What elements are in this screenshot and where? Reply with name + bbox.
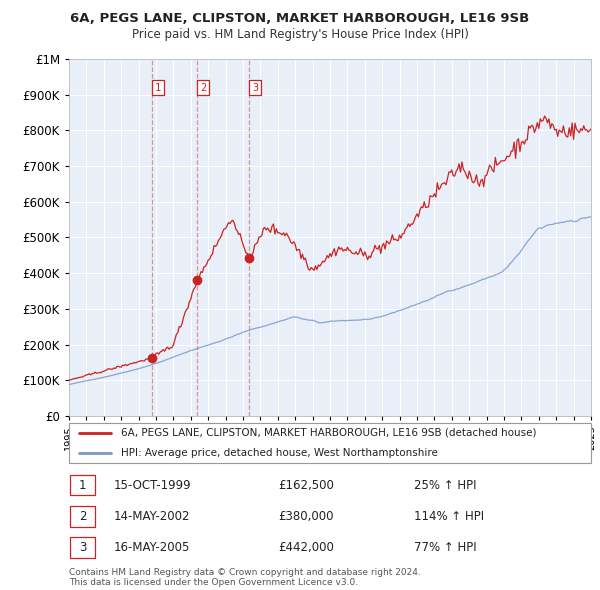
Text: £162,500: £162,500: [278, 478, 334, 491]
Text: 2: 2: [79, 510, 86, 523]
Text: 1: 1: [155, 83, 161, 93]
Text: 1: 1: [79, 478, 86, 491]
FancyBboxPatch shape: [70, 506, 95, 527]
Text: 6A, PEGS LANE, CLIPSTON, MARKET HARBOROUGH, LE16 9SB (detached house): 6A, PEGS LANE, CLIPSTON, MARKET HARBOROU…: [121, 428, 537, 438]
Text: Price paid vs. HM Land Registry's House Price Index (HPI): Price paid vs. HM Land Registry's House …: [131, 28, 469, 41]
Text: £442,000: £442,000: [278, 541, 334, 554]
Text: Contains HM Land Registry data © Crown copyright and database right 2024.: Contains HM Land Registry data © Crown c…: [69, 568, 421, 576]
Text: 16-MAY-2005: 16-MAY-2005: [113, 541, 190, 554]
Text: 15-OCT-1999: 15-OCT-1999: [113, 478, 191, 491]
Text: HPI: Average price, detached house, West Northamptonshire: HPI: Average price, detached house, West…: [121, 448, 438, 458]
FancyBboxPatch shape: [70, 475, 95, 496]
Text: 2: 2: [200, 83, 206, 93]
Text: 14-MAY-2002: 14-MAY-2002: [113, 510, 190, 523]
Text: 6A, PEGS LANE, CLIPSTON, MARKET HARBOROUGH, LE16 9SB: 6A, PEGS LANE, CLIPSTON, MARKET HARBOROU…: [70, 12, 530, 25]
Text: £380,000: £380,000: [278, 510, 334, 523]
Text: 114% ↑ HPI: 114% ↑ HPI: [413, 510, 484, 523]
Text: 3: 3: [252, 83, 258, 93]
Text: 77% ↑ HPI: 77% ↑ HPI: [413, 541, 476, 554]
Text: 25% ↑ HPI: 25% ↑ HPI: [413, 478, 476, 491]
FancyBboxPatch shape: [69, 423, 591, 463]
Text: 3: 3: [79, 541, 86, 554]
Text: This data is licensed under the Open Government Licence v3.0.: This data is licensed under the Open Gov…: [69, 578, 358, 587]
FancyBboxPatch shape: [70, 537, 95, 558]
